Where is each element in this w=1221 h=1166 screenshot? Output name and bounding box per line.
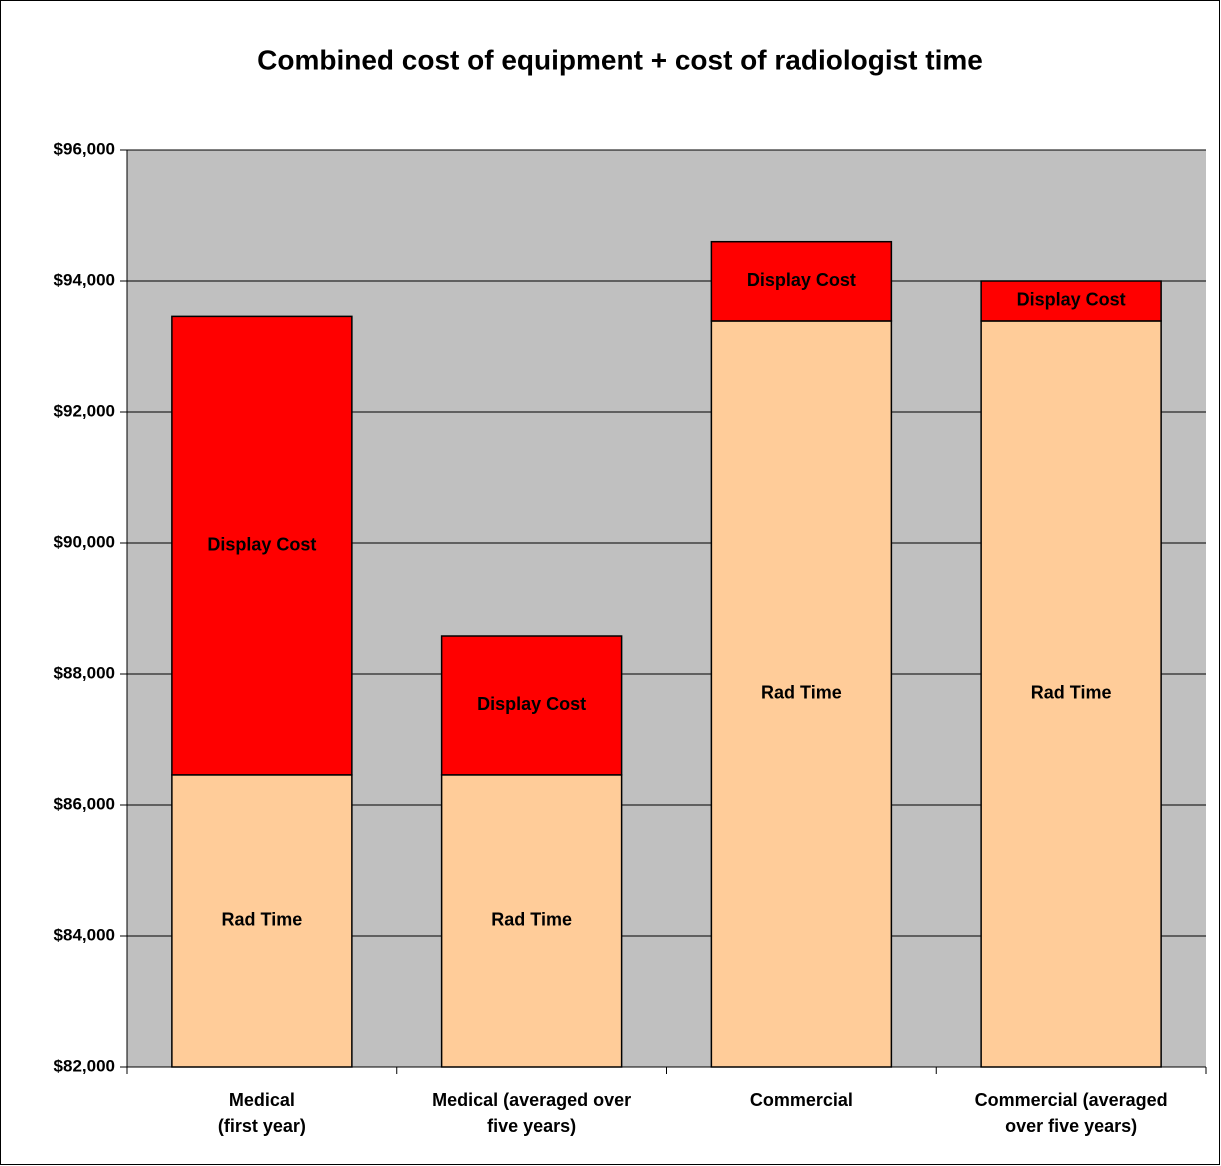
y-tick-label: $92,000 bbox=[54, 401, 115, 420]
bar-segment bbox=[171, 315, 353, 776]
segment-label: Display Cost bbox=[477, 694, 586, 714]
y-tick-label: $82,000 bbox=[54, 1056, 115, 1075]
segment-label: Display Cost bbox=[207, 534, 316, 554]
bar-segment bbox=[710, 240, 893, 322]
y-tick-label: $96,000 bbox=[54, 139, 115, 158]
y-tick-label: $90,000 bbox=[54, 532, 115, 551]
x-tick-label: Medical (first year) bbox=[217, 1090, 306, 1136]
segment-label: Rad Time bbox=[222, 910, 303, 930]
x-tick-label: Commercial (averaged over five years) bbox=[974, 1090, 1168, 1136]
y-tick-label: $84,000 bbox=[54, 925, 115, 944]
bar-segment bbox=[440, 635, 623, 776]
segment-label: Rad Time bbox=[761, 683, 842, 703]
segment-label: Display Cost bbox=[1017, 290, 1126, 310]
segment-label: Rad Time bbox=[491, 910, 572, 930]
y-tick-label: $94,000 bbox=[54, 270, 115, 289]
bar-segment bbox=[440, 774, 623, 1068]
x-tick-label: Commercial bbox=[749, 1090, 853, 1110]
segment-label: Rad Time bbox=[1031, 683, 1112, 703]
segment-label: Display Cost bbox=[747, 270, 856, 290]
bar-segment bbox=[171, 774, 353, 1068]
bar-segment bbox=[710, 320, 893, 1068]
chart-title: Combined cost of equipment + cost of rad… bbox=[257, 44, 983, 75]
y-tick-label: $88,000 bbox=[54, 663, 115, 682]
x-tick-label: Medical (averaged over five years) bbox=[432, 1090, 632, 1136]
y-tick-label: $86,000 bbox=[54, 794, 115, 813]
bar-segment bbox=[980, 280, 1162, 322]
